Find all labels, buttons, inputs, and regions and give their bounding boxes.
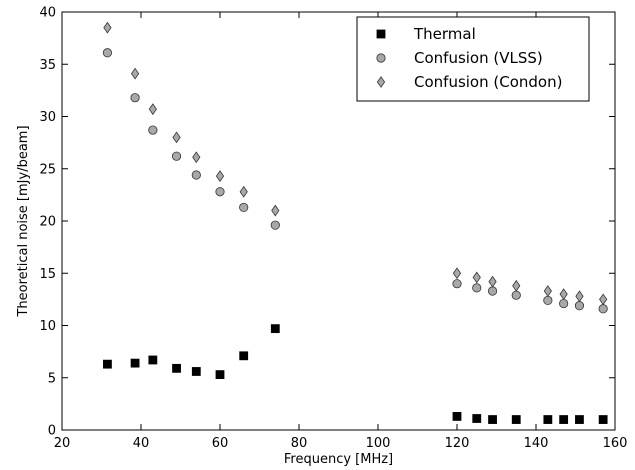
point-thermal xyxy=(215,370,225,380)
x-tick-label: 160 xyxy=(603,436,628,451)
point-confusion-vlss xyxy=(239,202,249,213)
x-tick-label: 140 xyxy=(524,436,549,451)
data-points xyxy=(102,21,608,424)
point-confusion-vlss xyxy=(487,286,498,296)
point-thermal xyxy=(172,363,181,373)
y-tick-label: 5 xyxy=(48,371,56,386)
point-confusion-condon xyxy=(472,271,481,284)
point-confusion-condon xyxy=(192,151,201,164)
y-tick-label: 35 xyxy=(39,58,56,73)
y-axis-label: Theoretical noise [mJy/beam] xyxy=(16,125,31,317)
point-thermal xyxy=(575,415,584,424)
axis-ticks: 20 40 60 80 100 120 140 160 0 5 10 15 20 25 30 35 40 xyxy=(39,6,627,452)
y-tick-label: 0 xyxy=(48,424,56,439)
point-confusion-vlss xyxy=(215,187,225,197)
y-tick-label: 25 xyxy=(39,162,56,177)
point-confusion-vlss xyxy=(270,220,280,230)
point-confusion-vlss xyxy=(511,290,521,300)
point-thermal xyxy=(270,324,280,334)
legend-label-confusion-vlss: Confusion (VLSS) xyxy=(414,49,543,67)
point-confusion-condon xyxy=(488,275,497,288)
point-thermal xyxy=(130,358,140,368)
point-confusion-vlss xyxy=(148,125,158,135)
point-confusion-condon xyxy=(130,67,140,80)
y-tick-label: 40 xyxy=(39,6,56,21)
point-thermal xyxy=(452,412,462,421)
point-confusion-condon xyxy=(575,290,584,303)
point-thermal xyxy=(559,415,569,424)
point-confusion-vlss xyxy=(102,48,113,58)
point-confusion-condon xyxy=(512,279,521,292)
y-tick-label: 15 xyxy=(39,267,56,282)
x-tick-label: 20 xyxy=(54,436,71,451)
x-axis-label: Frequency [MHz] xyxy=(284,452,393,467)
point-confusion-vlss xyxy=(452,279,462,289)
y-tick-label: 20 xyxy=(39,215,56,230)
y-tick-label: 10 xyxy=(39,319,56,334)
legend-marker-thermal xyxy=(376,29,386,39)
point-confusion-condon xyxy=(239,185,248,198)
legend-marker-confusion-vlss xyxy=(376,53,386,63)
point-thermal xyxy=(103,359,112,369)
x-tick-label: 40 xyxy=(133,436,150,451)
point-thermal xyxy=(598,415,608,424)
point-confusion-vlss xyxy=(559,298,569,309)
point-confusion-vlss xyxy=(472,283,482,293)
legend: Thermal Confusion (VLSS) Confusion (Condon… xyxy=(356,16,590,102)
x-tick-label: 120 xyxy=(445,436,470,451)
point-thermal xyxy=(191,367,201,376)
point-confusion-condon xyxy=(452,267,462,280)
point-confusion-condon xyxy=(103,21,112,34)
point-confusion-vlss xyxy=(191,170,201,180)
legend-label-confusion-condon: Confusion (Condon) xyxy=(414,73,562,91)
point-confusion-vlss xyxy=(130,93,140,103)
legend-label-thermal: Thermal xyxy=(413,25,476,43)
point-confusion-vlss xyxy=(171,151,182,161)
point-confusion-condon xyxy=(148,103,157,116)
point-thermal xyxy=(148,355,158,365)
point-thermal xyxy=(543,415,553,424)
point-confusion-condon xyxy=(543,285,552,297)
point-thermal xyxy=(488,415,497,424)
point-thermal xyxy=(472,414,482,423)
point-thermal xyxy=(511,415,521,424)
point-confusion-vlss xyxy=(543,295,553,306)
x-tick-label: 100 xyxy=(366,436,391,451)
y-tick-label: 30 xyxy=(39,110,56,125)
point-confusion-vlss xyxy=(598,304,608,314)
point-confusion-condon xyxy=(215,170,225,182)
legend-marker-confusion-condon xyxy=(376,76,386,88)
x-tick-label: 60 xyxy=(212,436,229,451)
point-confusion-vlss xyxy=(574,301,585,311)
point-confusion-condon xyxy=(172,131,181,144)
point-confusion-condon xyxy=(559,288,568,301)
legend-box xyxy=(356,16,590,102)
x-tick-label: 80 xyxy=(291,436,308,451)
point-confusion-condon xyxy=(599,293,608,306)
point-confusion-condon xyxy=(271,204,280,217)
point-thermal xyxy=(239,351,249,361)
